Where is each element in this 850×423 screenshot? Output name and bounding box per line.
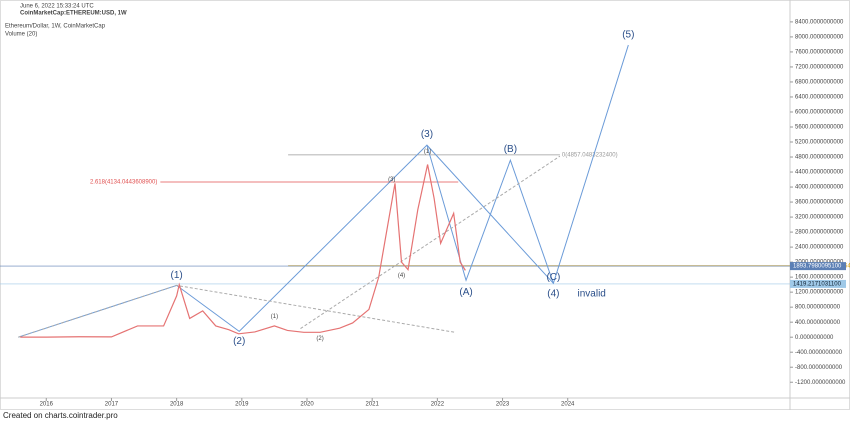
wave-annotation: invalid — [578, 289, 606, 300]
wave-annotation: (2) — [316, 336, 323, 342]
price-line-series — [20, 164, 466, 338]
y-tick-label: 1200.0000000000 — [795, 290, 844, 296]
price-tag — [790, 279, 846, 288]
x-tick-label: 2016 — [40, 402, 54, 408]
wave-annotation: (C) — [546, 272, 560, 283]
wave-annotation: (5) — [622, 30, 634, 41]
fib-label: 2.618(4134.0443608900) — [90, 180, 157, 186]
price-tag-label: 1893.7980095100 — [793, 264, 842, 270]
wave-annotation: (4) — [547, 289, 559, 300]
y-tick-label: 4000.0000000000 — [795, 185, 844, 191]
frame — [0, 0, 850, 410]
x-tick-label: 2022 — [431, 402, 445, 408]
wave-annotation: (1) — [424, 149, 431, 155]
wave-annotation: (2) — [233, 336, 245, 347]
x-tick-label: 2017 — [105, 402, 119, 408]
y-tick-label: 1600.0000000000 — [795, 275, 844, 281]
y-tick-label: 2400.0000000000 — [795, 245, 844, 251]
price-tag-label: 1419.2171031100 — [793, 281, 842, 287]
y-tick-label: 7200.0000000000 — [795, 65, 844, 71]
y-tick-label: 4800.0000000000 — [795, 155, 844, 161]
timestamp: June 6, 2022 15:33:24 UTC — [20, 4, 94, 10]
y-tick-label: 5200.0000000000 — [795, 140, 844, 146]
y-tick-label: 5600.0000000000 — [795, 125, 844, 131]
symbol: CoinMarketCap:ETHEREUM:USD, 1W — [20, 11, 127, 17]
wave-annotation: (3) — [388, 177, 395, 183]
y-tick-label: 6400.0000000000 — [795, 95, 844, 101]
wave-line — [18, 44, 629, 338]
y-tick-label: 800.0000000000 — [795, 305, 841, 311]
x-tick-label: 2019 — [235, 402, 249, 408]
y-tick-label: 8000.0000000000 — [795, 34, 844, 40]
y-tick-label: 400.0000000000 — [795, 320, 841, 326]
y-tick-label: 0.0000000000 — [795, 335, 834, 341]
wave-annotation: (1) — [271, 314, 278, 320]
wave-annotation: (B) — [504, 144, 517, 155]
volume-label: Volume (20) — [5, 32, 37, 38]
wave-annotation: (4) — [398, 273, 405, 279]
wave-annotation: (3) — [421, 129, 433, 140]
y-tick-label: 7600.0000000000 — [795, 49, 844, 55]
fib-label: 0(4857.0483232400) — [562, 152, 618, 158]
x-tick-label: 2023 — [496, 402, 510, 408]
y-tick-label: 6000.0000000000 — [795, 110, 844, 116]
wave-line — [18, 284, 456, 338]
y-tick-label: 8400.0000000000 — [795, 19, 844, 25]
wave-line — [426, 144, 554, 284]
y-tick-label: 2800.0000000000 — [795, 230, 844, 236]
footer: Created on charts.cointrader.pro — [3, 411, 118, 420]
y-tick-label: 3200.0000000000 — [795, 215, 844, 221]
x-tick-label: 2018 — [170, 402, 184, 408]
y-tick-label: 6800.0000000000 — [795, 80, 844, 86]
x-tick-label: 2024 — [561, 402, 575, 408]
x-tick-label: 2020 — [300, 402, 314, 408]
y-tick-label: -800.0000000000 — [795, 365, 843, 371]
y-tick-label: -1200.0000000000 — [795, 380, 846, 386]
x-tick-label: 2021 — [366, 402, 380, 408]
price-tag — [790, 262, 846, 271]
wave-annotation: (A) — [459, 287, 472, 298]
wave-annotation: (1) — [171, 270, 183, 281]
y-tick-label: -400.0000000000 — [795, 350, 843, 356]
y-tick-label: 4400.0000000000 — [795, 170, 844, 176]
y-tick-label: 3600.0000000000 — [795, 200, 844, 206]
legend: Ethereum/Dollar, 1W, CoinMarketCap — [5, 24, 106, 30]
wave-line — [300, 155, 561, 329]
